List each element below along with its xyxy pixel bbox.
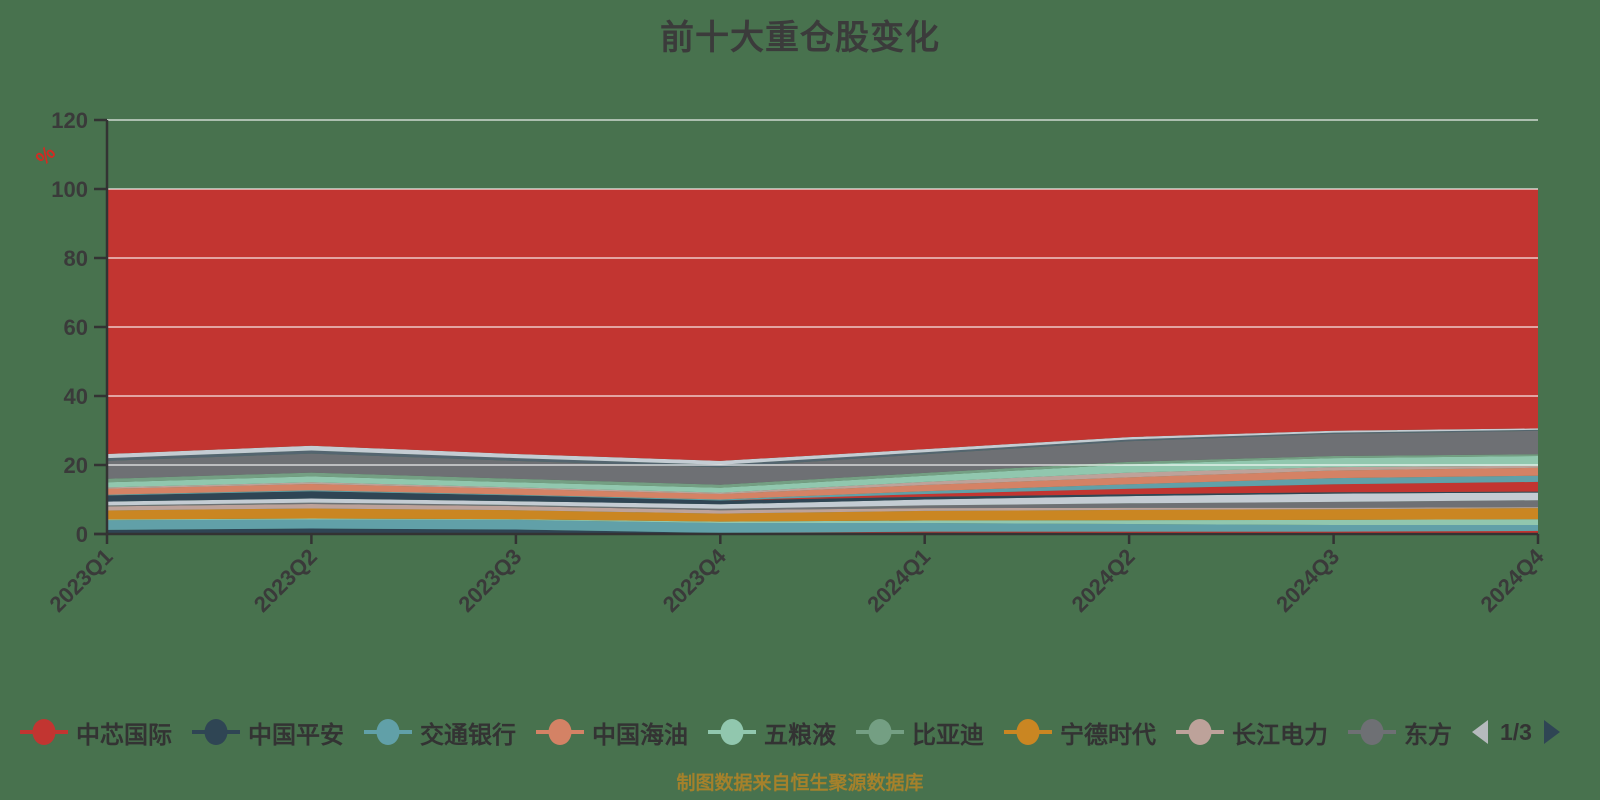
legend-next-page-icon[interactable]	[1543, 720, 1560, 744]
legend-label: 五粮液	[764, 721, 836, 749]
legend-pager: 1/3	[1472, 719, 1560, 746]
legend-line-marker-icon	[192, 719, 240, 745]
area-series-6	[107, 500, 1538, 511]
legend-label: 长江电力	[1232, 721, 1328, 749]
x-tick-label: 2024Q3	[1271, 544, 1344, 617]
legend-line-marker-icon	[364, 719, 412, 745]
legend-item-4[interactable]: 中国海油	[536, 715, 688, 750]
legend-label: 交通银行	[420, 721, 516, 749]
area-比亚迪	[107, 454, 1538, 488]
legend-item-8[interactable]: 长江电力	[1176, 715, 1328, 750]
legend-page-indicator: 1/3	[1500, 718, 1532, 745]
y-tick-label: 60	[64, 315, 88, 340]
x-tick-label: 2024Q4	[1475, 543, 1549, 617]
legend-line-marker-icon	[536, 719, 584, 745]
legend-line-marker-icon	[856, 719, 904, 745]
area-series-18	[107, 189, 1538, 461]
area-series-7	[107, 492, 1538, 509]
legend-line-marker-icon	[1176, 719, 1224, 745]
legend-label: 中国平安	[248, 721, 344, 749]
y-tick-label: 120	[51, 108, 88, 133]
y-tick-label: 40	[64, 384, 88, 409]
legend-item-3[interactable]: 交通银行	[364, 715, 516, 750]
area-长江电力	[107, 504, 1538, 514]
source-note: 制图数据来自恒生聚源数据库	[676, 773, 924, 794]
y-tick-label: 0	[76, 522, 88, 547]
area-series-16	[107, 429, 1538, 468]
area-中国海油	[107, 467, 1538, 500]
legend-item-7[interactable]: 宁德时代	[1004, 715, 1156, 750]
y-axis-unit-label: %	[32, 142, 60, 170]
area-series-17	[107, 428, 1538, 465]
y-tick-label: 100	[51, 177, 88, 202]
legend-line-marker-icon	[1348, 719, 1396, 745]
legend-label: 中芯国际	[76, 721, 172, 749]
legend-line-marker-icon	[1004, 719, 1052, 745]
legend-line-marker-icon	[708, 719, 756, 745]
legend-prev-page-icon[interactable]	[1472, 720, 1488, 744]
legend-item-1[interactable]: 中芯国际	[20, 715, 172, 750]
legend-line-marker-icon	[20, 719, 68, 745]
y-tick-label: 80	[64, 246, 88, 271]
legend: 中芯国际 中国平安 交通银行 中国海油 五粮液 比亚迪 宁德时代 长江电力 东方 1/3	[20, 706, 1594, 758]
area-交通银行	[107, 519, 1538, 533]
area-series-12	[107, 465, 1538, 494]
area-中国平安	[107, 528, 1538, 534]
page-title: 前十大重仓股变化	[660, 19, 940, 57]
area-宁德时代	[107, 508, 1538, 522]
x-tick-label: 2023Q3	[453, 544, 526, 617]
legend-item-9[interactable]: 东方	[1348, 715, 1452, 750]
y-tick-label: 20	[64, 453, 88, 478]
area-series-10	[107, 475, 1538, 501]
legend-item-6[interactable]: 比亚迪	[856, 715, 984, 750]
x-tick-label: 2023Q2	[249, 544, 322, 617]
area-series-1	[107, 528, 1538, 534]
legend-label: 比亚迪	[912, 721, 984, 749]
x-tick-label: 2024Q1	[862, 544, 935, 617]
x-tick-label: 2024Q2	[1067, 544, 1140, 617]
area-中芯国际	[107, 481, 1538, 501]
legend-item-2[interactable]: 中国平安	[192, 715, 344, 750]
stacked-area-chart[interactable]: 0 20 40 60 80 100 120 2023Q1 2023Q2 2023Q3 2023Q4 2…	[0, 0, 1600, 700]
area-series-8	[107, 491, 1538, 505]
legend-item-5[interactable]: 五粮液	[708, 715, 836, 750]
area-东方	[107, 430, 1538, 485]
area-series-3	[107, 518, 1538, 525]
x-tick-label: 2023Q1	[44, 544, 117, 617]
legend-label: 宁德时代	[1060, 721, 1156, 749]
legend-label: 中国海油	[592, 721, 688, 749]
legend-label: 东方	[1404, 721, 1452, 749]
x-tick-label: 2023Q4	[658, 543, 732, 617]
